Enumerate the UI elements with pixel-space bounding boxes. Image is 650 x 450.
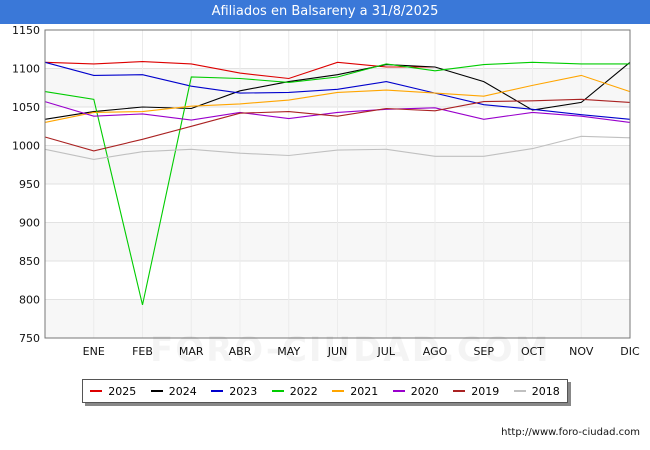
- legend-swatch: [513, 390, 526, 392]
- line-chart: 750 800 850 900 950 1000 1050 1100 1150 ENE FEB MA…: [12, 24, 640, 358]
- legend-item: 2025: [90, 385, 136, 398]
- series-line-2023: [44, 61, 631, 120]
- series-line-2021: [44, 74, 631, 123]
- y-tick-label: 900: [19, 217, 40, 230]
- legend-swatch: [150, 390, 163, 392]
- legend-item: 2024: [150, 384, 197, 398]
- y-axis-ticks: 750 800 850 900 950 1000 1050 1100 1150: [12, 24, 40, 345]
- legend-item: 2018: [513, 384, 560, 398]
- legend-item: 2023: [211, 385, 257, 398]
- legend-label: 2023: [229, 384, 258, 398]
- series-line-2024: [44, 61, 631, 120]
- legend-label: 2018: [531, 384, 560, 398]
- legend-label: 2020: [410, 384, 439, 398]
- series-line-2022: [44, 61, 630, 306]
- plot-frame: [44, 29, 631, 339]
- series-lines: [44, 61, 631, 306]
- legend-swatch: [271, 390, 284, 392]
- x-axis-ticks: ENE FEB MAR ABR MAY JUN JUL AGO SEP OCT NOV DIC: [83, 345, 640, 358]
- legend-item: 2019: [453, 385, 499, 398]
- chart-title: Afiliados en Balsareny a 31/8/2025: [0, 0, 650, 24]
- x-tick-label: AGO: [423, 345, 448, 358]
- legend-label: 2025: [108, 384, 137, 398]
- y-tick-label: 750: [19, 332, 40, 345]
- x-tick-label: JUN: [327, 345, 348, 358]
- series-line-2018: [44, 135, 631, 160]
- series-line-2020: [44, 101, 631, 123]
- x-tick-label: ENE: [83, 345, 105, 358]
- y-tick-label: 800: [19, 294, 40, 307]
- legend-item: 2020: [392, 384, 439, 398]
- y-tick-label: 850: [19, 255, 40, 268]
- legend-label: 2021: [350, 384, 379, 398]
- x-tick-label: OCT: [521, 345, 544, 358]
- y-tick-label: 1100: [12, 63, 40, 76]
- x-tick-label: NOV: [569, 345, 594, 358]
- y-tick-label: 1000: [12, 140, 40, 153]
- legend-item: 2022: [271, 384, 318, 398]
- legend-item: 2021: [332, 385, 378, 398]
- y-tick-label: 1150: [12, 24, 40, 37]
- legend: 2025 2024 2023 2022 2021 2020 2019 2018: [82, 379, 568, 403]
- legend-swatch: [392, 390, 405, 392]
- plot-border: [44, 29, 631, 339]
- x-tick-label: ABR: [229, 345, 252, 358]
- legend-label: 2024: [168, 384, 197, 398]
- legend-swatch: [453, 390, 466, 392]
- legend-swatch: [90, 390, 103, 392]
- legend-swatch: [211, 390, 224, 392]
- legend-label: 2022: [289, 384, 318, 398]
- x-tick-label: MAR: [179, 345, 204, 358]
- x-tick-label: FEB: [132, 345, 153, 358]
- y-tick-label: 950: [19, 178, 40, 191]
- legend-swatch: [332, 390, 345, 392]
- x-tick-label: MAY: [277, 345, 300, 358]
- x-tick-label: DIC: [620, 345, 640, 358]
- x-tick-label: JUL: [377, 345, 396, 358]
- series-line-2025: [44, 61, 435, 80]
- legend-label: 2019: [471, 384, 500, 398]
- y-tick-label: 1050: [12, 101, 40, 114]
- series-line-2019: [44, 98, 631, 152]
- x-tick-label: SEP: [473, 345, 494, 358]
- watermark: FORO-CIUDAD.COM: [150, 330, 551, 370]
- source-link[interactable]: http://www.foro-ciudad.com: [501, 427, 640, 438]
